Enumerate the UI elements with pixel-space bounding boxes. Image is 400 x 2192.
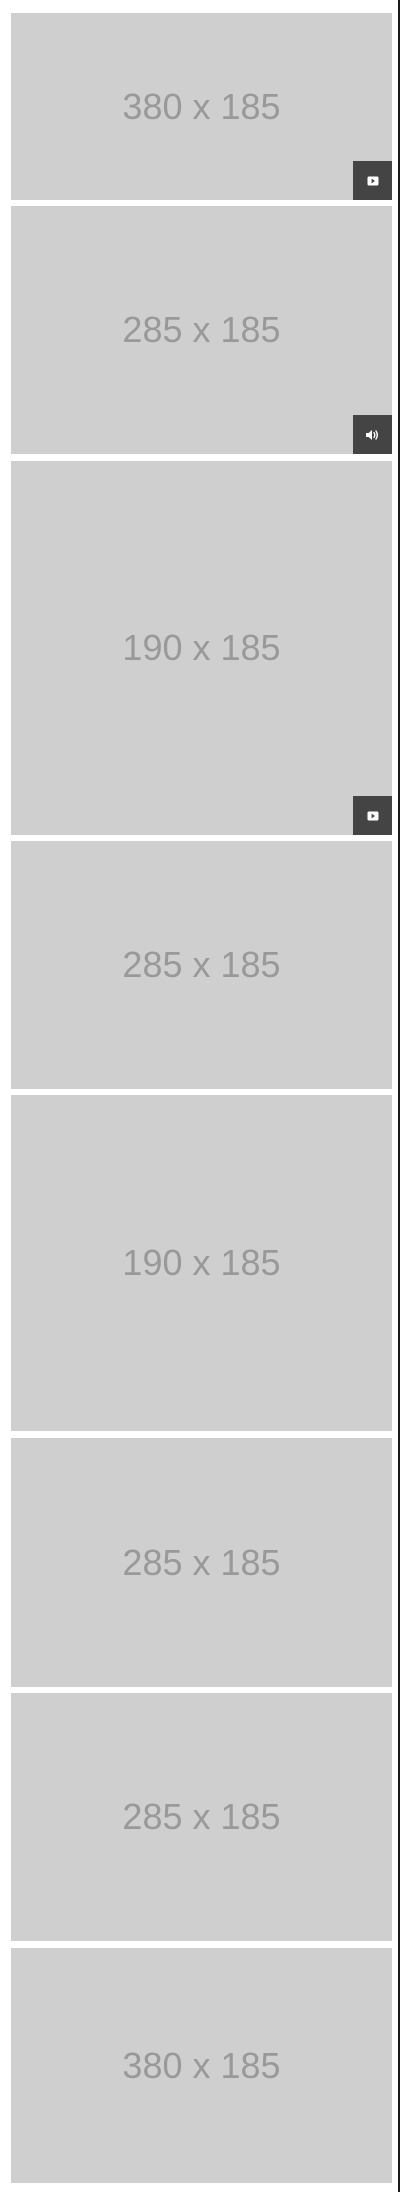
video-badge[interactable] [353, 796, 392, 835]
audio-badge[interactable] [353, 415, 392, 454]
audio-icon [366, 429, 378, 440]
media-tile-5[interactable]: 190 x 185 [11, 1095, 392, 1431]
window-edge [398, 0, 400, 2192]
placeholder-size-label: 285 x 185 [122, 309, 281, 350]
placeholder-size-label: 380 x 185 [122, 2044, 281, 2086]
media-tile-7[interactable]: 285 x 185 [11, 1693, 392, 1941]
placeholder-size-label: 190 x 185 [122, 1242, 281, 1283]
placeholder-size-label: 285 x 185 [122, 1541, 281, 1583]
media-tile-6[interactable]: 285 x 185 [11, 1438, 392, 1687]
video-icon [367, 176, 378, 185]
placeholder-size-label: 380 x 185 [122, 85, 281, 127]
media-tile-8[interactable]: 380 x 185 [11, 1948, 392, 2183]
video-badge[interactable] [353, 161, 392, 200]
placeholder-size-label: 285 x 185 [122, 1796, 281, 1837]
media-tile-2[interactable]: 285 x 185 [11, 206, 392, 454]
video-icon [367, 811, 378, 820]
media-tile-4[interactable]: 285 x 185 [11, 841, 392, 1089]
placeholder-size-label: 190 x 185 [122, 627, 281, 668]
media-tile-1[interactable]: 380 x 185 [11, 13, 392, 200]
placeholder-size-label: 285 x 185 [122, 944, 281, 985]
media-tile-3[interactable]: 190 x 185 [11, 461, 392, 835]
